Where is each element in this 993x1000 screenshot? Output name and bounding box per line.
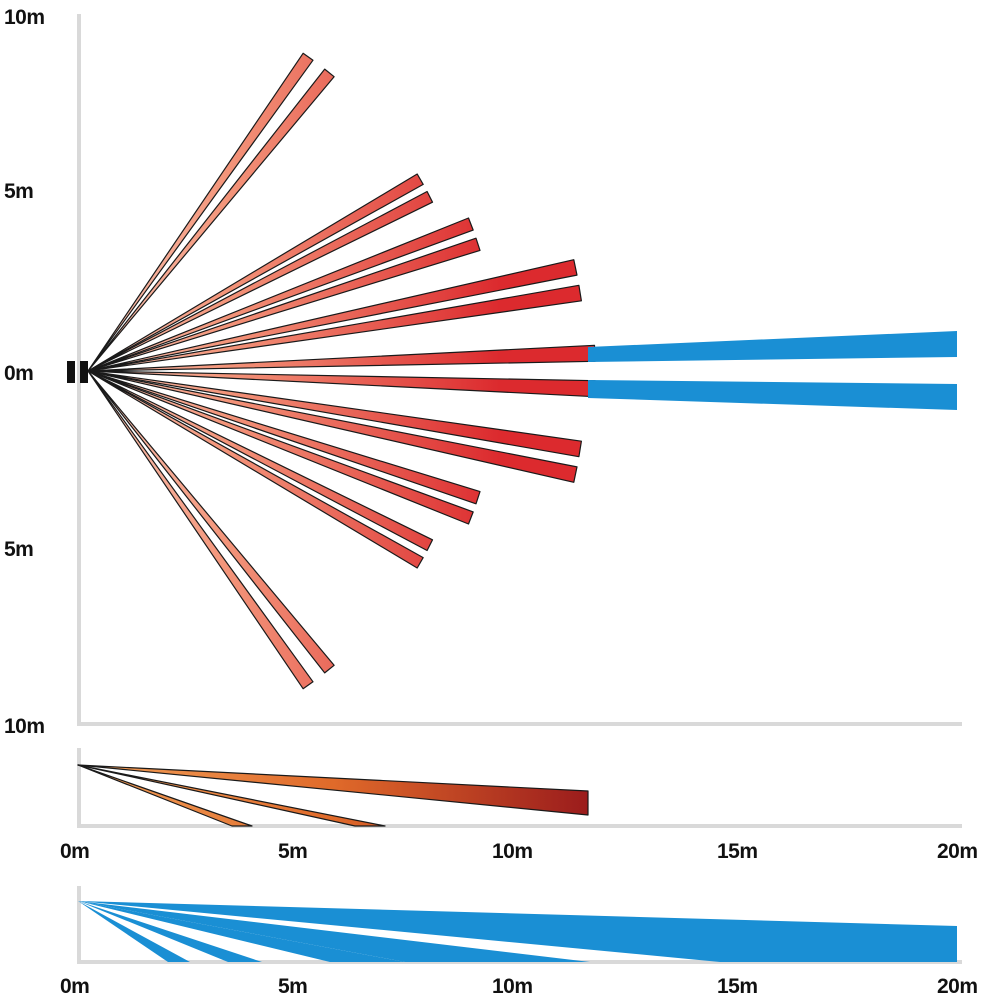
red-beam-5 <box>87 217 474 372</box>
red-beam-18 <box>87 370 314 690</box>
side-blue-axis <box>77 886 962 964</box>
side-red-x-10m: 10m <box>492 840 533 863</box>
y-label-bottom: 10m <box>4 715 45 738</box>
side-blue-x-20m: 20m <box>937 975 978 998</box>
side-blue-beam-2 <box>78 901 590 962</box>
top-view-axis <box>77 14 962 726</box>
side-blue-beam-3 <box>78 901 405 962</box>
side-blue-beam-4 <box>78 901 262 962</box>
red-beam-2 <box>87 68 335 372</box>
red-beam-16 <box>87 370 424 569</box>
y-label-lower-5m: 5m <box>4 538 33 561</box>
side-view-blue: 0m 5m 10m 15m 20m <box>60 886 978 998</box>
red-beam-4 <box>87 190 434 372</box>
side-blue-x-5m: 5m <box>278 975 307 998</box>
side-blue-beam-1 <box>78 901 957 962</box>
red-beam-7 <box>87 259 578 372</box>
side-blue-x-15m: 15m <box>717 975 758 998</box>
red-beam-17 <box>87 370 335 674</box>
y-label-center: 0m <box>4 362 33 385</box>
y-label-top: 10m <box>4 6 45 29</box>
red-beam-12 <box>87 370 578 483</box>
side-red-beam-short <box>77 764 253 827</box>
red-beam-13 <box>87 370 481 505</box>
red-beam-15 <box>87 370 434 552</box>
side-red-x-15m: 15m <box>717 840 758 863</box>
top-view: 10m 5m 0m 5m 10m <box>4 6 962 738</box>
red-beam-6 <box>87 237 481 372</box>
blue-long-beam-lower <box>588 380 957 410</box>
red-beam-8 <box>87 284 583 372</box>
blue-long-beam-upper <box>588 331 957 362</box>
sensor-icon <box>67 361 88 383</box>
red-beam-11 <box>87 370 583 458</box>
side-red-x-0m: 0m <box>60 840 89 863</box>
red-beam-3 <box>87 173 424 372</box>
side-view-red: 0m 5m 10m 15m 20m <box>60 748 978 863</box>
side-red-beam-mid <box>77 764 386 827</box>
side-blue-x-0m: 0m <box>60 975 89 998</box>
y-label-upper-5m: 5m <box>4 180 33 203</box>
red-beam-14 <box>87 370 474 525</box>
side-blue-beam-5 <box>78 901 190 962</box>
side-red-beam-long <box>77 764 589 816</box>
side-red-x-20m: 20m <box>937 840 978 863</box>
side-red-axis <box>77 748 962 828</box>
side-red-x-5m: 5m <box>278 840 307 863</box>
red-beam-1 <box>87 52 314 372</box>
side-blue-x-10m: 10m <box>492 975 533 998</box>
red-beams-group <box>87 52 596 690</box>
